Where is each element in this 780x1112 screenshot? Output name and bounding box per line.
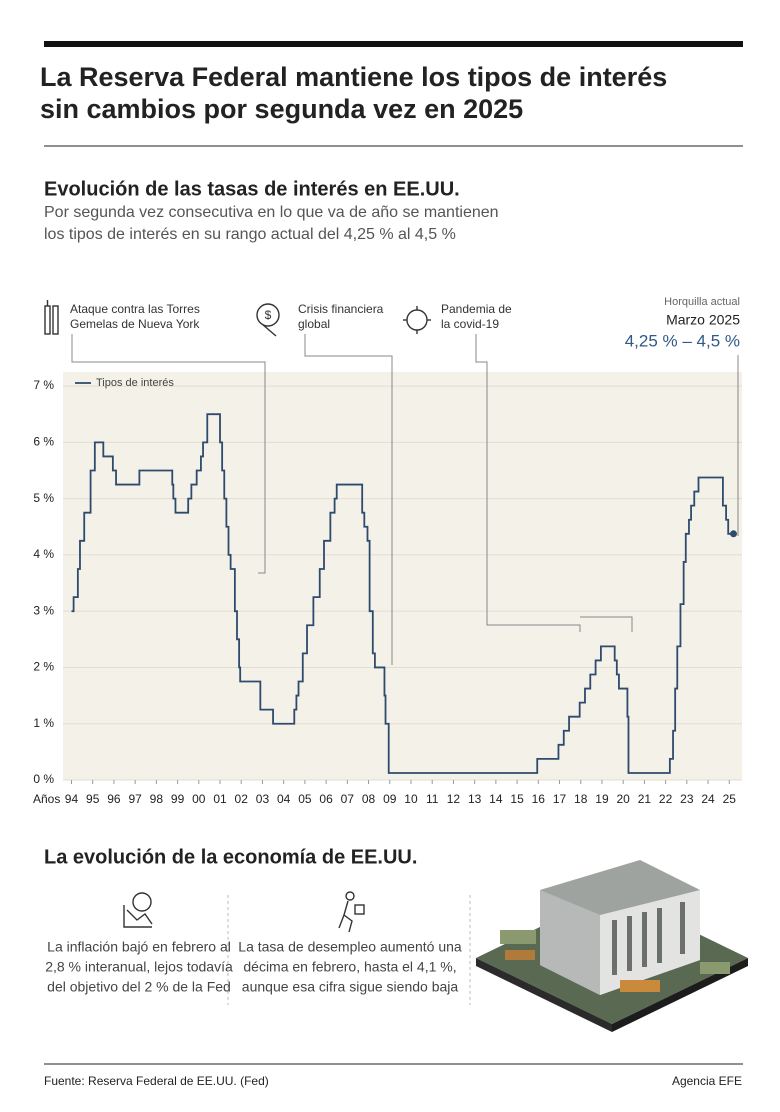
current-label: Horquilla actual	[664, 296, 740, 308]
headline: sin cambios por segunda vez en 2025	[40, 94, 523, 124]
annotation-text: Pandemia de	[441, 302, 512, 316]
agency: Agencia EFE	[672, 1074, 742, 1088]
section-title: La evolución de la economía de EE.UU.	[44, 846, 417, 868]
x-tick-label: 20	[616, 792, 630, 806]
x-tick-label: 18	[574, 792, 588, 806]
x-tick-label: 11	[426, 792, 439, 806]
annotation: $ Crisis financiera global	[256, 302, 393, 665]
x-tick-label: 96	[107, 792, 121, 806]
x-tick-label: 05	[298, 792, 312, 806]
x-tick-label: 19	[595, 792, 609, 806]
x-tick-label: 03	[256, 792, 270, 806]
x-tick-label: 98	[150, 792, 164, 806]
x-tick-label: 04	[277, 792, 291, 806]
legend-label: Tipos de interés	[96, 377, 174, 389]
icon-crisis: $	[256, 303, 280, 337]
annotation-text: Crisis financiera	[298, 302, 384, 316]
current-range: Horquilla actual Marzo 2025 4,25 % – 4,5…	[625, 296, 740, 536]
x-tick-label: 13	[468, 792, 482, 806]
economy-items: La inflación bajó en febrero al 2,8 % int…	[45, 939, 462, 995]
x-tick-label: 95	[86, 792, 100, 806]
annotation: Ataque contra las Torres Gemelas de Nuev…	[44, 300, 266, 574]
building-illustration	[476, 860, 748, 1032]
y-tick-label: 7 %	[33, 378, 54, 392]
x-tick-label: 01	[213, 792, 227, 806]
x-tick-label: 17	[553, 792, 567, 806]
y-tick-label: 3 %	[33, 603, 54, 617]
x-tick-label: 15	[510, 792, 524, 806]
y-tick-label: 5 %	[33, 491, 54, 505]
y-tick-label: 1 %	[33, 716, 54, 730]
leader-line	[71, 334, 266, 574]
plot: 0 % 1 % 2 % 3 % 4 % 5 % 6 % 7 % 94 95 96 97 98 99 00 01…	[33, 377, 738, 806]
icon-unemployment	[338, 891, 365, 933]
x-tick-label: 22	[659, 792, 673, 806]
x-tick-label: 16	[532, 792, 546, 806]
y-tick-label: 2 %	[33, 660, 54, 674]
chart-title: Evolución de las tasas de interés en EE.…	[44, 178, 460, 200]
x-tick-label: 24	[701, 792, 715, 806]
x-tick-label: 09	[383, 792, 397, 806]
series-line	[71, 413, 734, 774]
top-bar	[44, 41, 743, 47]
chart-subtitle: los tipos de interés en su rango actual …	[44, 226, 456, 243]
x-tick-label: 08	[362, 792, 376, 806]
icon-towers	[44, 300, 59, 335]
x-tick-label: 10	[404, 792, 418, 806]
x-tick-label: 12	[447, 792, 461, 806]
item-text: aunque esa cifra sigue siendo baja	[242, 979, 459, 995]
annotation-text: Ataque contra las Torres	[70, 302, 200, 316]
item-text: del objetivo del 2 % de la Fed	[47, 979, 231, 995]
svg-text:$: $	[265, 308, 272, 322]
leader-line	[475, 334, 581, 632]
x-tick-label: 94	[65, 792, 79, 806]
x-axis-label: Años	[33, 792, 60, 806]
leader-line	[580, 616, 633, 632]
x-tick-label: 07	[341, 792, 355, 806]
icon-virus	[403, 306, 431, 334]
x-tick-label: 06	[319, 792, 333, 806]
current-date: Marzo 2025	[666, 312, 740, 328]
icon-inflation	[123, 892, 153, 928]
x-tick-label: 00	[192, 792, 206, 806]
leader-line	[304, 334, 393, 665]
current-range-text: 4,25 % – 4,5 %	[625, 331, 740, 350]
x-tick-label: 97	[128, 792, 142, 806]
x-tick-label: 21	[638, 792, 652, 806]
x-tick-label: 23	[680, 792, 694, 806]
item-text: La tasa de desempleo aumentó una	[238, 939, 462, 955]
source: Fuente: Reserva Federal de EE.UU. (Fed)	[44, 1074, 269, 1088]
item-text: décima en febrero, hasta el 4,1 %,	[243, 959, 456, 975]
end-point	[730, 530, 738, 538]
y-tick-label: 4 %	[33, 547, 54, 561]
item-text: 2,8 % interanual, lejos todavía	[45, 959, 233, 975]
annotation: Pandemia de la covid-19	[403, 302, 633, 632]
x-tick-label: 99	[171, 792, 185, 806]
x-tick-label: 25	[723, 792, 737, 806]
x-tick-label: 02	[235, 792, 249, 806]
y-tick-label: 6 %	[33, 435, 54, 449]
y-tick-label: 0 %	[33, 772, 54, 786]
x-tick-label: 14	[489, 792, 503, 806]
annotation-text: la covid-19	[441, 317, 499, 331]
annotation-text: Gemelas de Nueva York	[70, 317, 200, 331]
plot-area	[63, 372, 742, 780]
headline: La Reserva Federal mantiene los tipos de…	[40, 62, 667, 92]
chart-subtitle: Por segunda vez consecutiva en lo que va…	[44, 204, 499, 221]
item-text: La inflación bajó en febrero al	[47, 939, 231, 955]
annotation-text: global	[298, 317, 330, 331]
